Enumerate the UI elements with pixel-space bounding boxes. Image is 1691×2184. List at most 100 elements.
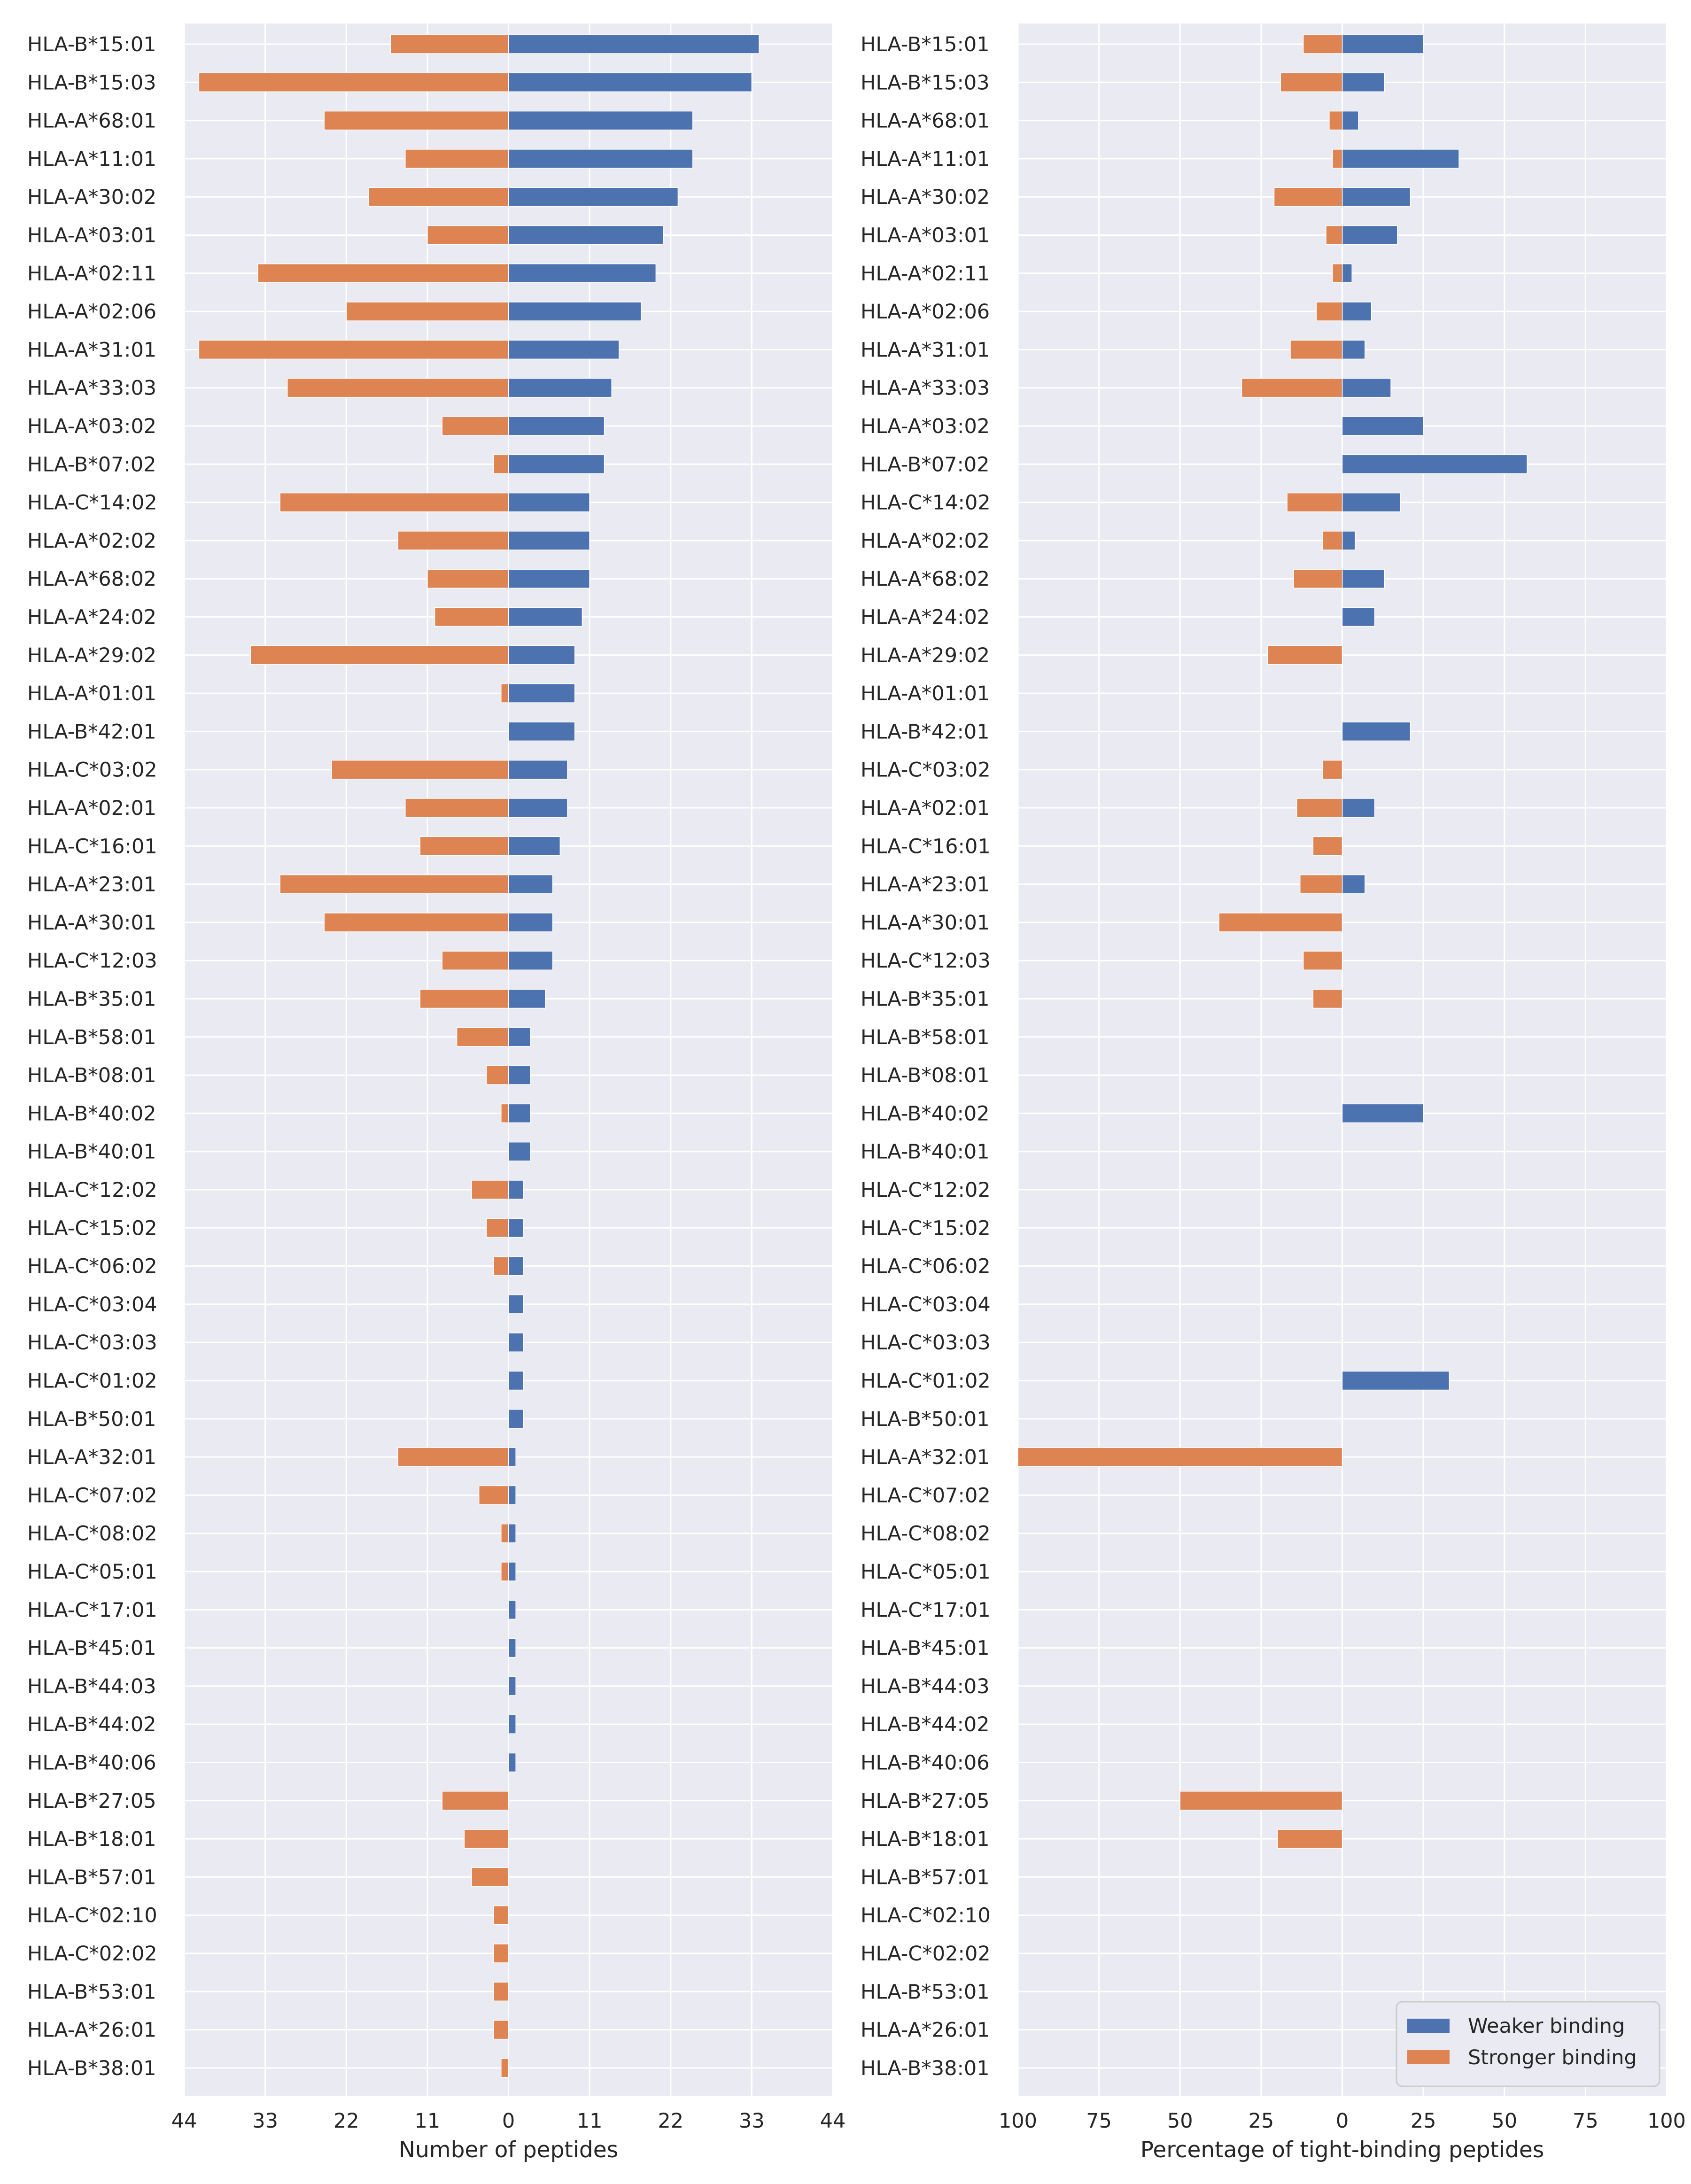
bar-weaker-hla-c-15-02: [508, 1218, 524, 1238]
category-label: HLA-B*42:01: [27, 720, 156, 743]
category-label: HLA-A*03:02: [861, 415, 990, 438]
category-label: HLA-A*02:11: [27, 262, 156, 286]
bar-weaker-hla-a-02-01: [1342, 798, 1375, 818]
x-tick-label: 33: [252, 2109, 278, 2133]
bar-stronger-hla-b-15-03: [198, 72, 509, 93]
x-tick-label: 50: [1167, 2109, 1193, 2133]
x-axis-label: Percentage of tight-binding peptides: [1140, 2137, 1544, 2163]
x-tick-label: 11: [577, 2109, 603, 2133]
bar-stronger-hla-c-05-01: [501, 1562, 509, 1581]
category-label: HLA-A*33:03: [861, 377, 990, 400]
category-label: HLA-C*01:02: [861, 1370, 991, 1393]
bar-stronger-hla-a-26-01: [493, 2020, 509, 2040]
category-label: HLA-B*40:06: [861, 1751, 990, 1775]
bar-stronger-hla-a-68-01: [324, 110, 509, 131]
category-label: HLA-B*53:01: [861, 1980, 990, 2004]
category-label: HLA-A*01:01: [27, 682, 156, 705]
bar-weaker-hla-c-08-02: [508, 1523, 516, 1543]
bar-weaker-hla-a-23-01: [508, 874, 553, 894]
bar-weaker-hla-a-01-01: [508, 683, 575, 703]
bar-stronger-hla-a-33-03: [287, 378, 509, 398]
category-label: HLA-B*40:01: [27, 1140, 156, 1164]
category-label: HLA-A*03:02: [27, 415, 156, 438]
category-label: HLA-A*68:02: [861, 567, 990, 591]
bar-stronger-hla-c-14-02: [279, 492, 509, 512]
bar-stronger-hla-a-32-01: [397, 1447, 509, 1467]
bar-weaker-hla-b-08-01: [508, 1065, 531, 1085]
category-label: HLA-B*40:01: [861, 1140, 990, 1164]
category-label: HLA-A*02:06: [861, 300, 990, 324]
bar-weaker-hla-c-16-01: [508, 836, 561, 856]
bar-weaker-hla-c-03-04: [508, 1294, 524, 1314]
category-label: HLA-B*44:03: [861, 1675, 990, 1698]
bar-weaker-hla-c-14-02: [508, 492, 590, 512]
legend-swatch: [1407, 2019, 1450, 2033]
bar-stronger-hla-a-02-02: [1322, 531, 1343, 550]
category-label: HLA-C*15:02: [27, 1216, 157, 1240]
bar-weaker-hla-b-50-01: [508, 1409, 524, 1429]
bar-weaker-hla-b-40-06: [508, 1752, 516, 1773]
bar-stronger-hla-b-08-01: [486, 1065, 509, 1085]
category-label: HLA-B*44:02: [27, 1713, 156, 1736]
category-label: HLA-C*14:02: [27, 491, 157, 515]
bar-weaker-hla-b-58-01: [508, 1027, 531, 1047]
bar-stronger-hla-c-07-02: [478, 1485, 509, 1505]
bar-stronger-hla-c-12-03: [1303, 951, 1343, 970]
legend-label: Stronger binding: [1468, 2046, 1637, 2069]
bar-stronger-hla-a-68-02: [427, 569, 509, 589]
category-label: HLA-A*68:02: [27, 567, 156, 591]
category-label: HLA-C*15:02: [861, 1216, 991, 1240]
bar-weaker-hla-b-15-01: [1342, 34, 1424, 54]
category-label: HLA-B*18:01: [27, 1828, 156, 1851]
category-label: HLA-A*02:11: [861, 262, 990, 286]
bar-weaker-hla-c-03-02: [508, 759, 568, 780]
bar-stronger-hla-b-07-02: [493, 454, 509, 474]
category-label: HLA-C*01:02: [27, 1370, 157, 1393]
bar-weaker-hla-a-33-03: [508, 378, 612, 398]
bar-stronger-hla-b-15-01: [1303, 34, 1343, 54]
bar-stronger-hla-a-02-01: [1296, 798, 1343, 818]
bar-weaker-hla-b-45-01: [508, 1638, 516, 1658]
bar-weaker-hla-b-44-03: [508, 1676, 516, 1696]
bar-weaker-hla-a-02-11: [508, 263, 657, 283]
bar-weaker-hla-a-11-01: [1342, 149, 1459, 169]
category-label: HLA-B*58:01: [27, 1026, 156, 1049]
bar-weaker-hla-a-31-01: [1342, 340, 1365, 360]
category-label: HLA-B*53:01: [27, 1980, 156, 2004]
category-label: HLA-B*57:01: [27, 1866, 156, 1889]
category-label: HLA-C*03:02: [861, 759, 991, 782]
category-label: HLA-C*03:03: [27, 1331, 157, 1355]
panel-percentage-tight-binding: HLA-B*15:01 HLA-B*15:03 HLA-A*68:01 HLA-A*1…: [861, 23, 1686, 2163]
bar-stronger-hla-b-15-03: [1280, 72, 1343, 93]
category-label: HLA-C*06:02: [27, 1255, 157, 1278]
category-label: HLA-C*12:03: [27, 949, 157, 973]
bar-weaker-hla-c-05-01: [508, 1562, 516, 1581]
bar-stronger-hla-b-58-01: [456, 1027, 509, 1047]
category-label: HLA-A*02:06: [27, 300, 156, 324]
bar-weaker-hla-a-24-02: [508, 607, 583, 627]
category-label: HLA-A*29:02: [861, 644, 990, 667]
x-tick-label: 33: [739, 2109, 765, 2133]
x-tick-label: 75: [1573, 2109, 1598, 2133]
category-label: HLA-B*50:01: [27, 1408, 156, 1431]
category-label: HLA-B*15:03: [861, 71, 990, 94]
category-label: HLA-C*08:02: [27, 1522, 157, 1546]
category-label: HLA-C*03:04: [861, 1293, 991, 1317]
category-label: HLA-A*02:02: [861, 529, 990, 553]
bar-stronger-hla-b-38-01: [501, 2058, 509, 2078]
category-label: HLA-B*08:01: [27, 1064, 156, 1087]
bar-weaker-hla-a-02-06: [1342, 302, 1372, 321]
category-label: HLA-B*50:01: [861, 1408, 990, 1431]
category-label: HLA-C*12:02: [861, 1178, 991, 1202]
x-tick-label: 75: [1086, 2109, 1112, 2133]
category-label: HLA-A*33:03: [27, 377, 156, 400]
category-label: HLA-A*01:01: [861, 682, 990, 705]
bar-stronger-hla-c-08-02: [501, 1523, 509, 1543]
category-label: HLA-B*57:01: [861, 1866, 990, 1889]
category-label: HLA-A*23:01: [861, 873, 990, 897]
category-label: HLA-A*26:01: [861, 2019, 990, 2042]
bar-weaker-hla-a-03-02: [1342, 416, 1424, 436]
bar-weaker-hla-a-30-02: [1342, 187, 1411, 207]
category-label: HLA-C*12:03: [861, 949, 991, 973]
bar-stronger-hla-a-30-01: [324, 913, 509, 932]
